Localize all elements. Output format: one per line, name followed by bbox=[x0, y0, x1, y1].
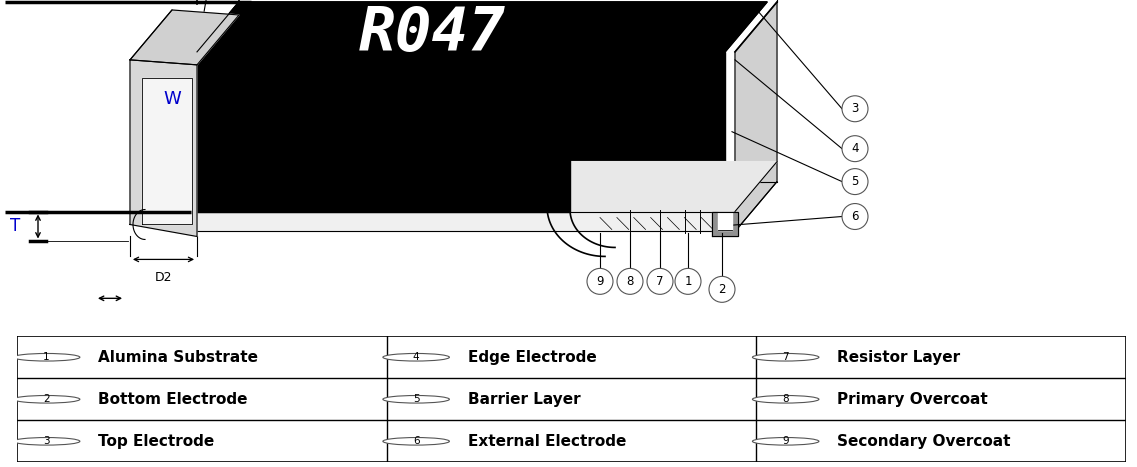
Circle shape bbox=[675, 269, 702, 294]
Text: 2: 2 bbox=[719, 283, 725, 296]
Circle shape bbox=[14, 438, 80, 445]
Polygon shape bbox=[717, 212, 732, 231]
Text: 4: 4 bbox=[852, 142, 858, 155]
Text: 9: 9 bbox=[782, 436, 789, 446]
Circle shape bbox=[14, 396, 80, 403]
Text: Barrier Layer: Barrier Layer bbox=[468, 392, 581, 407]
Circle shape bbox=[383, 438, 449, 445]
Text: Resistor Layer: Resistor Layer bbox=[837, 350, 961, 365]
Polygon shape bbox=[142, 78, 192, 225]
Polygon shape bbox=[130, 10, 239, 65]
Text: Primary Overcoat: Primary Overcoat bbox=[837, 392, 988, 407]
Text: 2: 2 bbox=[43, 394, 50, 404]
Polygon shape bbox=[197, 2, 767, 52]
Polygon shape bbox=[130, 60, 197, 236]
Text: 5: 5 bbox=[852, 175, 858, 188]
Text: 6: 6 bbox=[852, 210, 858, 223]
Circle shape bbox=[587, 269, 613, 294]
Circle shape bbox=[843, 96, 868, 122]
Text: 1: 1 bbox=[43, 352, 50, 362]
Text: Bottom Electrode: Bottom Electrode bbox=[98, 392, 248, 407]
Circle shape bbox=[753, 438, 819, 445]
Text: 4: 4 bbox=[413, 352, 420, 362]
Polygon shape bbox=[197, 52, 725, 213]
Circle shape bbox=[647, 269, 673, 294]
Circle shape bbox=[383, 354, 449, 361]
Polygon shape bbox=[185, 162, 777, 212]
Text: 1: 1 bbox=[684, 275, 691, 288]
Text: T: T bbox=[10, 218, 20, 235]
Text: External Electrode: External Electrode bbox=[468, 434, 626, 449]
Text: Top Electrode: Top Electrode bbox=[98, 434, 215, 449]
Text: Alumina Substrate: Alumina Substrate bbox=[98, 350, 258, 365]
Text: 5: 5 bbox=[413, 394, 420, 404]
Text: Edge Electrode: Edge Electrode bbox=[468, 350, 597, 365]
Text: 8: 8 bbox=[626, 275, 633, 288]
Text: 9: 9 bbox=[596, 275, 604, 288]
Text: R047: R047 bbox=[358, 6, 506, 64]
Text: 8: 8 bbox=[782, 394, 789, 404]
Text: 7: 7 bbox=[782, 352, 789, 362]
Circle shape bbox=[753, 396, 819, 403]
Circle shape bbox=[617, 269, 644, 294]
Circle shape bbox=[843, 169, 868, 195]
Circle shape bbox=[843, 136, 868, 162]
Text: 3: 3 bbox=[852, 102, 858, 115]
Circle shape bbox=[383, 396, 449, 403]
Text: 7: 7 bbox=[656, 275, 664, 288]
Polygon shape bbox=[197, 52, 570, 212]
Circle shape bbox=[753, 354, 819, 361]
Circle shape bbox=[843, 204, 868, 229]
Text: Secondary Overcoat: Secondary Overcoat bbox=[837, 434, 1011, 449]
Text: D2: D2 bbox=[155, 271, 172, 284]
Circle shape bbox=[709, 276, 735, 302]
Polygon shape bbox=[735, 2, 777, 232]
Polygon shape bbox=[185, 212, 735, 232]
Text: 6: 6 bbox=[413, 436, 420, 446]
Text: 3: 3 bbox=[43, 436, 50, 446]
Text: W: W bbox=[163, 90, 181, 108]
Circle shape bbox=[14, 354, 80, 361]
Polygon shape bbox=[712, 212, 738, 236]
